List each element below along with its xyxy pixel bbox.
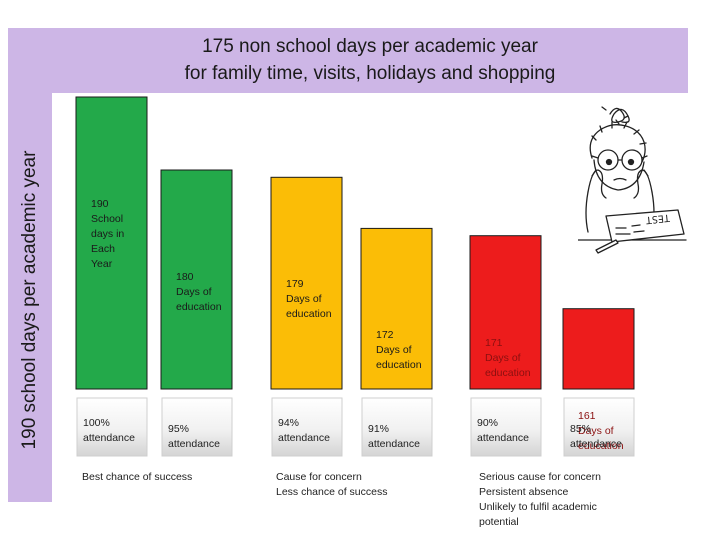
annotation-cause-for-concern: Cause for concern Less chance of success bbox=[276, 471, 388, 498]
attendance-box bbox=[563, 397, 635, 457]
annotation-best-chance: Best chance of success bbox=[82, 471, 193, 483]
attendance-label: 90% attendance bbox=[477, 417, 529, 444]
attendance-box bbox=[76, 397, 148, 457]
bar-190 bbox=[75, 96, 148, 390]
attendance-label: 95% attendance bbox=[168, 423, 220, 450]
attendance-box bbox=[470, 397, 542, 457]
attendance-label: 100% attendance bbox=[83, 417, 135, 444]
bar-179 bbox=[270, 176, 343, 390]
bar-180 bbox=[160, 169, 233, 390]
attendance-label: 85% attendance bbox=[570, 423, 622, 450]
bar-label: 190 School days in Each Year bbox=[91, 198, 125, 270]
bar-label: 180 Days of education bbox=[176, 271, 222, 313]
chart-title: 175 non school days per academic year bbox=[202, 36, 538, 57]
title-banner bbox=[8, 28, 688, 93]
attendance-label: 91% attendance bbox=[368, 423, 420, 450]
bar-172 bbox=[360, 227, 433, 390]
attendance-box bbox=[271, 397, 343, 457]
y-axis-banner bbox=[8, 28, 52, 502]
attendance-box bbox=[361, 397, 433, 457]
bar-171 bbox=[469, 235, 542, 390]
bar-161 bbox=[562, 308, 635, 390]
test-sign-text: TEST bbox=[645, 212, 670, 225]
attendance-label: 94% attendance bbox=[278, 417, 330, 444]
bar-label: 171 Days of education bbox=[485, 336, 531, 379]
bar-label: 161 Days of education bbox=[578, 409, 624, 452]
chart-subtitle: for family time, visits, holidays and sh… bbox=[184, 63, 556, 84]
bar-label: 172 Days of education bbox=[376, 329, 422, 372]
annotation-serious-concern: Serious cause for concern Persistent abs… bbox=[479, 471, 601, 528]
bar-label: 179 Days of education bbox=[286, 278, 332, 321]
attendance-box bbox=[161, 397, 233, 457]
student-test-cartoon: TEST bbox=[578, 106, 687, 254]
